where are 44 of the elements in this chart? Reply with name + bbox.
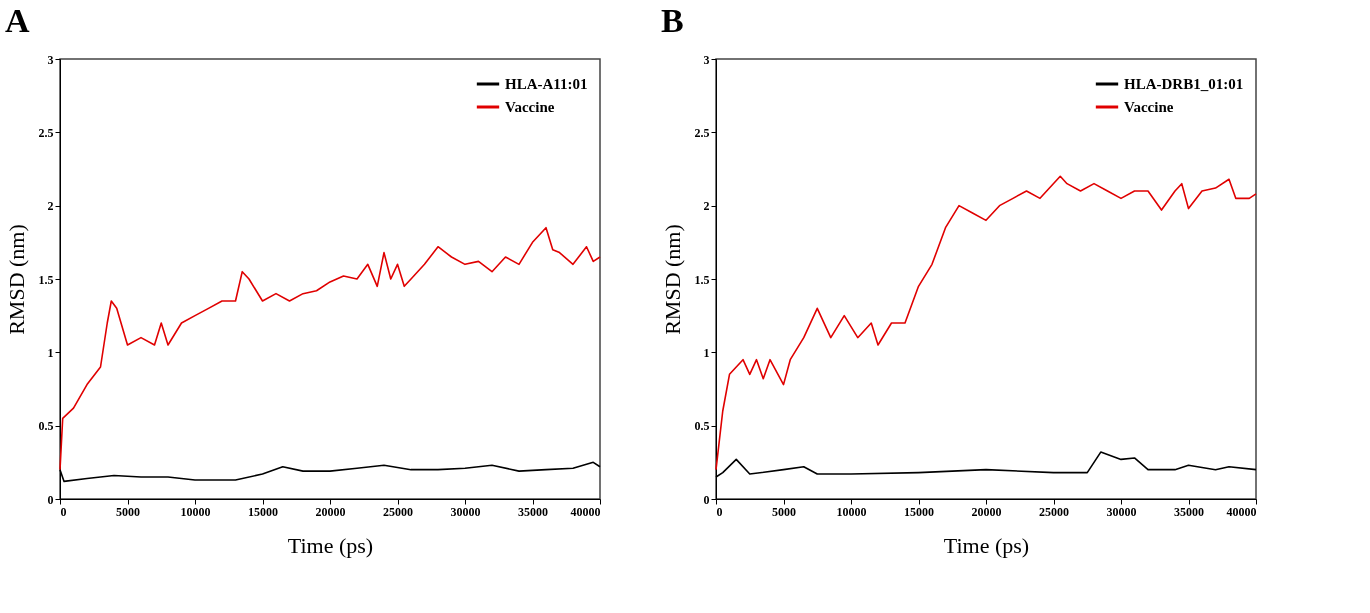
- x-tick-label: 10000: [180, 504, 211, 519]
- line-series: [59, 226, 601, 471]
- legend-label: Vaccine: [1124, 99, 1174, 115]
- x-tick-label: 0: [60, 504, 67, 519]
- legend-label: Vaccine: [505, 99, 555, 115]
- x-tick-label: 40000: [1226, 504, 1257, 519]
- line-series: [715, 175, 1257, 471]
- x-tick-label: 25000: [383, 504, 413, 519]
- y-axis-title: RMSD (nm): [659, 224, 685, 335]
- x-tick-label: 30000: [1106, 504, 1137, 519]
- x-tick-label: 0: [716, 504, 723, 519]
- y-tick-label: 0.5: [38, 419, 54, 434]
- x-tick-label: 20000: [315, 504, 346, 519]
- y-axis-title: RMSD (nm): [3, 224, 29, 335]
- x-tick-label: 30000: [450, 504, 481, 519]
- y-tick-label: 2: [703, 199, 710, 214]
- y-tick-label: 1: [47, 345, 54, 360]
- y-tick-label: 2.5: [38, 125, 54, 140]
- x-tick-label: 20000: [971, 504, 1002, 519]
- chart-title: B: [661, 2, 684, 39]
- y-tick-label: 0.5: [694, 419, 710, 434]
- x-axis-title: Time (ps): [287, 532, 374, 558]
- legend-label: HLA-DRB1_01:01: [1124, 76, 1244, 92]
- x-tick-label: 5000: [116, 504, 140, 519]
- x-tick-label: 35000: [1174, 504, 1204, 519]
- x-tick-label: 35000: [518, 504, 548, 519]
- x-axis-title: Time (ps): [943, 532, 1030, 558]
- y-tick-label: 1.5: [38, 272, 54, 287]
- x-tick-label: 25000: [1039, 504, 1069, 519]
- x-tick-label: 5000: [772, 504, 796, 519]
- y-tick-label: 3: [703, 52, 710, 67]
- x-tick-label: 40000: [570, 504, 601, 519]
- y-tick-label: 2.5: [694, 125, 710, 140]
- legend-label: HLA-A11:01: [505, 76, 588, 92]
- chart-title: A: [5, 2, 30, 39]
- y-tick-label: 0: [47, 492, 54, 507]
- x-tick-label: 15000: [904, 504, 934, 519]
- y-tick-label: 1: [703, 345, 710, 360]
- y-tick-label: 0: [703, 492, 710, 507]
- x-tick-label: 15000: [248, 504, 278, 519]
- y-tick-label: 1.5: [694, 272, 710, 287]
- x-tick-label: 10000: [836, 504, 867, 519]
- y-tick-label: 3: [47, 52, 54, 67]
- y-tick-label: 2: [47, 199, 54, 214]
